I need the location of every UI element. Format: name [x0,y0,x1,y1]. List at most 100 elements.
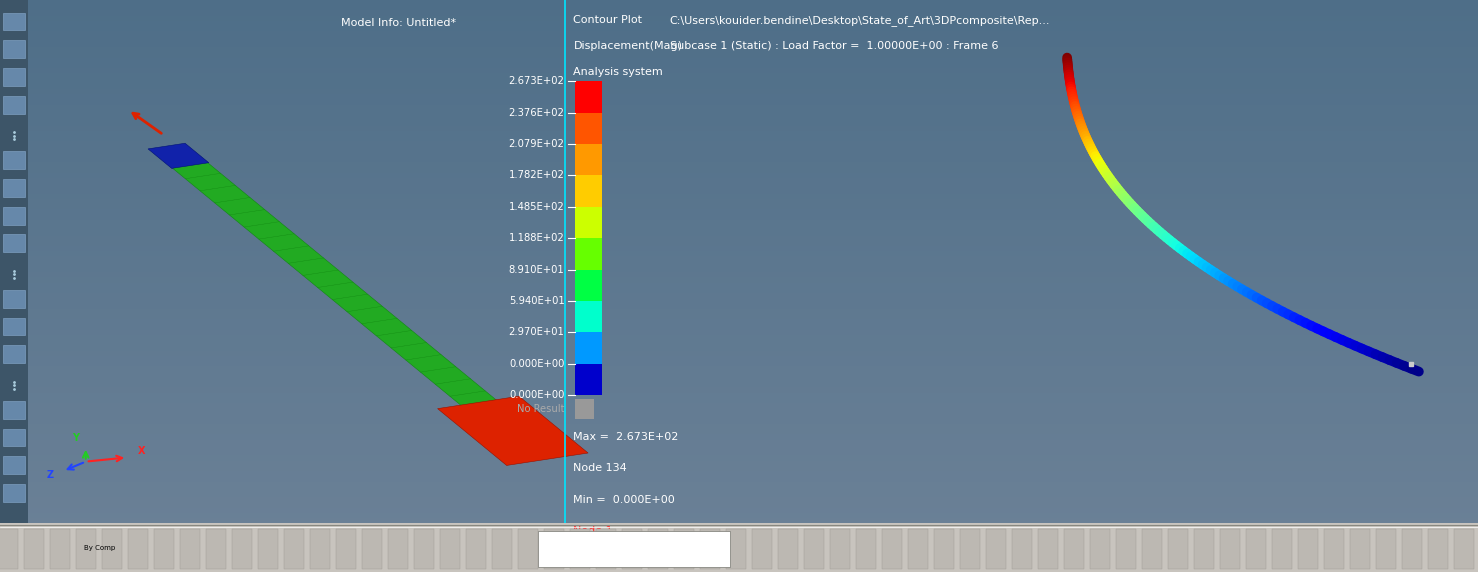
Bar [0,277,1478,283]
Bar [205,529,226,569]
Bar [1376,529,1397,569]
Bar [3,317,25,336]
Bar [0,31,1478,37]
Bar [0,434,1478,440]
Bar [0,162,1478,168]
Bar [0,110,1478,115]
Text: Displacement(Mag): Displacement(Mag) [573,41,683,51]
Bar [389,529,408,569]
Bar [0,173,1478,178]
Bar [674,529,695,569]
Bar [934,529,953,569]
Bar [1064,529,1083,569]
Text: 1.485E+02: 1.485E+02 [508,202,565,212]
Bar [544,529,565,569]
Bar [0,518,1478,523]
Bar [856,529,876,569]
Bar [102,529,123,569]
Bar [3,401,25,419]
Polygon shape [148,143,208,168]
Bar [0,188,1478,194]
Bar [0,146,1478,152]
Text: Contour Plot: Contour Plot [573,15,643,25]
Bar [0,0,28,523]
Bar [0,120,1478,126]
Bar [232,529,253,569]
Bar [0,403,1478,408]
Bar [1142,529,1162,569]
Bar [0,199,1478,204]
Bar [0,299,1478,304]
Bar [907,529,928,569]
Bar [0,94,1478,100]
Bar [0,424,1478,429]
Bar [0,529,18,569]
Text: Max =  2.673E+02: Max = 2.673E+02 [573,432,678,442]
Bar [831,529,850,569]
Bar [0,408,1478,414]
Bar [3,151,25,169]
Bar [752,529,772,569]
Bar [0,241,1478,246]
Bar [1349,529,1370,569]
Bar [3,235,25,252]
Bar [3,456,25,474]
Bar [0,21,1478,26]
Bar [75,529,96,569]
Bar [362,529,381,569]
Bar [0,5,1478,10]
Bar [0,157,1478,162]
Bar [0,256,1478,262]
Bar [0,231,1478,236]
Text: 2.079E+02: 2.079E+02 [508,139,565,149]
Bar [571,529,590,569]
Bar [3,206,25,225]
Bar [0,26,1478,31]
Bar [0,251,1478,256]
Bar [3,68,25,86]
Bar [492,529,511,569]
Bar [0,466,1478,471]
Bar [575,238,602,269]
Bar [0,68,1478,73]
Bar [647,529,668,569]
Bar [882,529,902,569]
Bar [1089,529,1110,569]
Bar [0,204,1478,209]
Bar [622,529,641,569]
Text: 0.000E+00: 0.000E+00 [510,359,565,369]
Bar [0,115,1478,120]
Text: X: X [137,446,146,456]
Bar [0,429,1478,434]
Bar [0,476,1478,482]
Bar [0,63,1478,68]
Bar [575,81,602,113]
Bar [0,84,1478,89]
Bar [0,392,1478,398]
Text: 8.910E+01: 8.910E+01 [508,264,565,275]
Bar [3,40,25,58]
Bar [0,351,1478,356]
Bar [1428,529,1448,569]
Bar [0,414,1478,419]
Bar [0,356,1478,361]
Bar [0,15,1478,21]
Bar [0,398,1478,403]
Polygon shape [170,161,500,408]
Text: By Comp: By Comp [84,545,115,551]
Bar [0,73,1478,78]
Bar [3,96,25,114]
Bar [1454,529,1474,569]
Bar [1116,529,1137,569]
Bar [0,10,1478,15]
Text: 2.376E+02: 2.376E+02 [508,108,565,117]
Bar [0,314,1478,319]
Bar [0,47,1478,52]
Bar [0,293,1478,299]
Bar [0,288,1478,293]
Bar [50,529,69,569]
Bar [726,529,746,569]
Bar [0,440,1478,445]
Text: Min =  0.000E+00: Min = 0.000E+00 [573,495,675,505]
Bar [0,78,1478,84]
